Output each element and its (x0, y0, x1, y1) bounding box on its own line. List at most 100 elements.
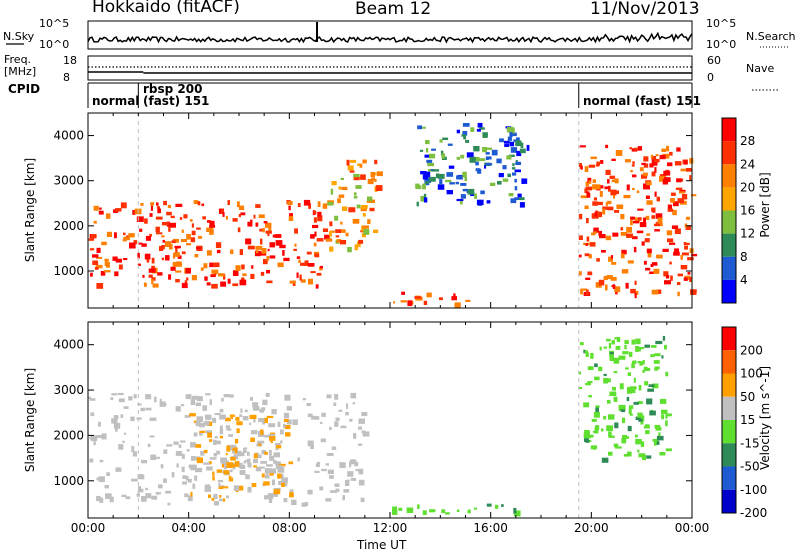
power-echo (289, 213, 293, 219)
velocity-echo (456, 509, 460, 512)
velocity-echo (274, 461, 281, 465)
velocity-echo (200, 451, 205, 456)
velocity-echo (624, 344, 627, 350)
velocity-echo (618, 404, 626, 411)
power-echo (584, 205, 589, 209)
velocity-echo (654, 424, 661, 429)
velocity-echo (579, 342, 584, 346)
power-echo (177, 255, 182, 259)
velocity-echo (603, 373, 607, 377)
power-echo (659, 176, 666, 182)
power-echo (206, 250, 212, 256)
velocity-echo (650, 354, 655, 358)
power-echo (211, 283, 218, 289)
power-echo (670, 275, 673, 281)
power-echo (614, 178, 619, 184)
velocity-echo (633, 377, 636, 383)
power-echo (174, 245, 181, 249)
velocity-colorbar-segment (722, 396, 736, 420)
power-echo (156, 206, 160, 209)
velocity-echo (613, 443, 619, 448)
power-echo (327, 201, 334, 206)
power-echo (591, 232, 596, 236)
velocity-echo (219, 498, 223, 502)
velocity-echo (283, 498, 288, 503)
power-echo (140, 203, 144, 206)
power-panel: 1000 2000 3000 4000 28 24 20 16 12 8 4 (53, 112, 755, 309)
velocity-echo (220, 425, 223, 431)
power-echo (621, 249, 627, 255)
velocity-echo (634, 434, 638, 438)
power-echo (607, 179, 610, 184)
power-echo (132, 210, 136, 215)
power-echo (186, 233, 191, 240)
velocity-echo (615, 345, 621, 350)
power-echo (669, 151, 673, 156)
cpid-segment-2: rbsp 200 (143, 82, 203, 96)
power-echo (96, 247, 101, 253)
power-echo (122, 239, 127, 242)
power-echo (279, 244, 286, 249)
velocity-echo (486, 503, 492, 507)
velocity-echo (638, 419, 643, 422)
power-echo (666, 145, 670, 152)
power-ytick-label: 2000 (53, 219, 84, 233)
power-ytick-label: 3000 (53, 174, 84, 188)
power-echo (103, 270, 111, 273)
nave-label: Nave (746, 62, 775, 75)
velocity-echo (358, 418, 365, 424)
power-echo (181, 229, 184, 233)
velocity-echo (155, 492, 162, 495)
velocity-echo (346, 403, 349, 409)
power-echo (310, 234, 315, 239)
power-echo (424, 177, 432, 183)
power-echo (643, 156, 649, 162)
power-echo (456, 175, 463, 180)
velocity-echo (265, 392, 270, 397)
power-echo (632, 187, 635, 191)
velocity-echo (659, 452, 666, 456)
velocity-echo (422, 510, 427, 515)
power-echo (428, 169, 433, 172)
power-echo (308, 203, 311, 209)
power-echo (429, 153, 436, 159)
velocity-echo (260, 429, 264, 435)
power-echo (114, 232, 117, 239)
power-echo (349, 170, 355, 173)
power-echo (476, 199, 484, 206)
velocity-echo (239, 470, 246, 475)
power-echo (664, 280, 671, 285)
velocity-echo (243, 460, 247, 464)
freq-label-2: [MHz] (4, 65, 37, 78)
velocity-echo (214, 436, 218, 439)
station-title: Hokkaido (fitACF) (92, 0, 240, 17)
power-echo (220, 281, 227, 287)
power-echo (596, 258, 600, 262)
velocity-echo (585, 382, 591, 386)
power-echo (586, 193, 591, 198)
power-echo (680, 265, 688, 270)
power-echo (584, 253, 590, 257)
power-echo (106, 231, 112, 237)
velocity-echo (209, 439, 213, 442)
velocity-echo (306, 403, 312, 406)
velocity-echo (358, 479, 365, 486)
power-echo (338, 186, 342, 190)
velocity-echo (137, 403, 142, 406)
velocity-echo (231, 451, 235, 454)
velocity-echo (594, 428, 599, 434)
power-echo (460, 154, 465, 159)
velocity-echo (228, 434, 233, 437)
power-echo (211, 269, 219, 274)
power-echo (356, 204, 361, 209)
power-echo (674, 161, 682, 166)
velocity-echo (630, 389, 636, 394)
velocity-echo (513, 507, 517, 514)
power-echo (626, 226, 632, 233)
velocity-echo (633, 401, 639, 405)
velocity-echo (344, 480, 350, 486)
velocity-echo (289, 492, 294, 498)
velocity-colorbar-segment (722, 466, 736, 490)
power-echo (639, 167, 644, 172)
noise-left-tick-top: 10^5 (39, 17, 70, 30)
